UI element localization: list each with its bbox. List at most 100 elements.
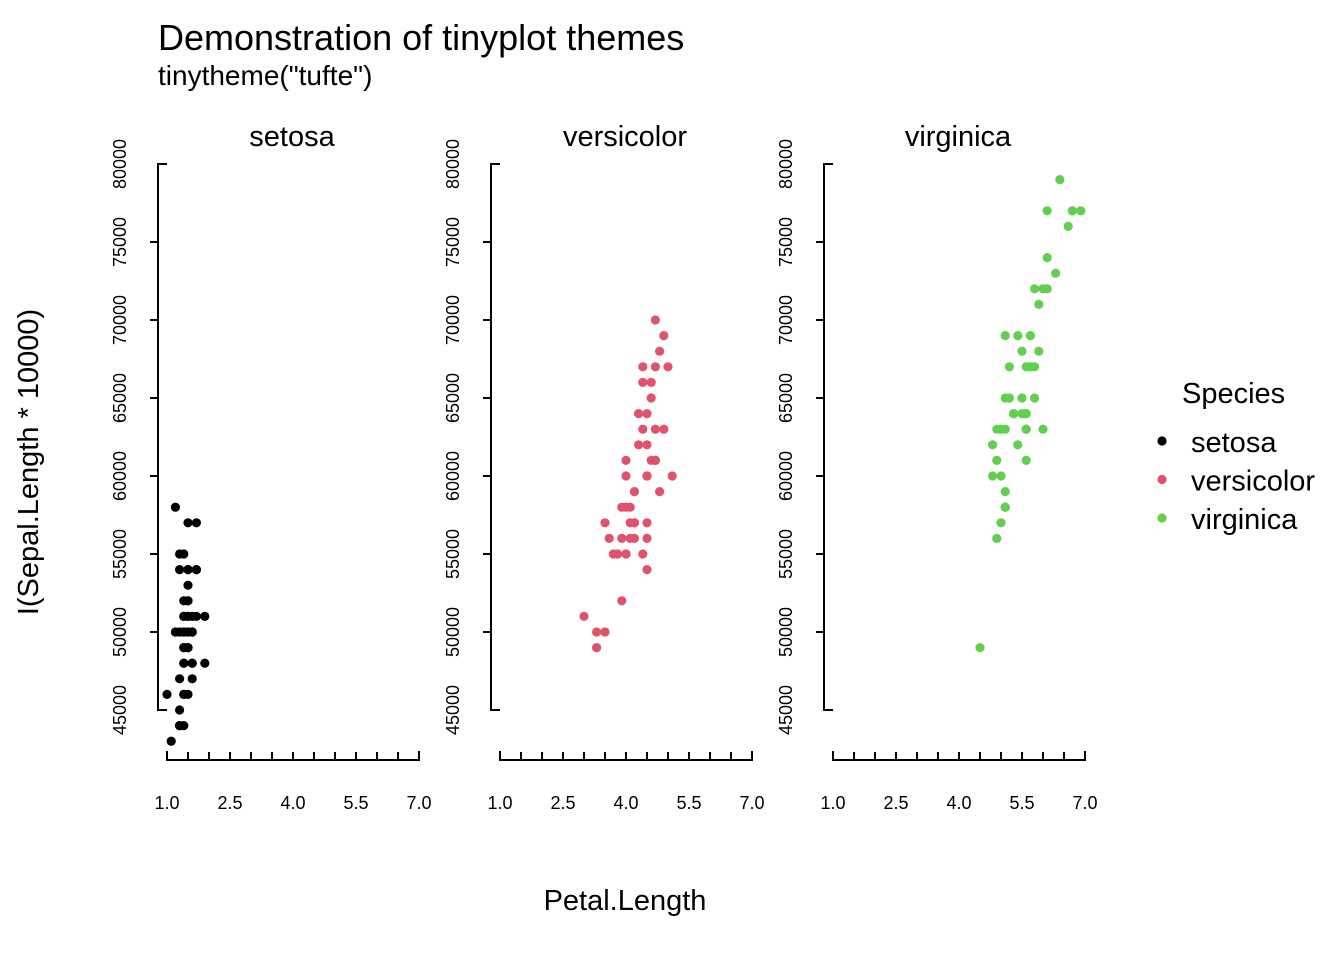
y-tick-label: 65000 (443, 373, 463, 423)
y-tick-label: 75000 (443, 217, 463, 267)
data-point-setosa (162, 689, 172, 700)
x-tick-label: 2.5 (550, 793, 575, 813)
data-point-versicolor (667, 471, 677, 481)
data-point-setosa (179, 643, 189, 653)
data-point-virginica (1000, 502, 1010, 512)
data-point-virginica (1067, 206, 1077, 216)
data-point-virginica (1063, 221, 1073, 231)
chart-title: Demonstration of tinyplot themes (158, 17, 684, 58)
y-tick-label: 80000 (776, 139, 796, 189)
data-point-versicolor (592, 643, 602, 653)
data-point-virginica (992, 533, 1002, 544)
data-point-versicolor (655, 346, 665, 356)
x-tick-label: 7.0 (1072, 793, 1097, 813)
legend-label-virginica: virginica (1191, 504, 1298, 536)
data-point-setosa (200, 658, 210, 668)
data-point-virginica (996, 518, 1006, 528)
y-tick-label: 60000 (110, 451, 130, 501)
data-point-versicolor (655, 487, 665, 497)
data-point-versicolor (621, 455, 631, 465)
data-point-versicolor (663, 362, 673, 372)
data-point-setosa (166, 736, 176, 746)
data-point-setosa (170, 502, 180, 512)
data-point-setosa (187, 674, 197, 684)
data-point-versicolor (621, 549, 631, 559)
x-tick-label: 1.0 (154, 793, 179, 813)
x-tick-label: 7.0 (739, 793, 764, 813)
legend-label-setosa: setosa (1191, 427, 1277, 459)
data-point-setosa (175, 674, 185, 684)
data-point-virginica (1042, 253, 1052, 263)
x-tick-label: 2.5 (217, 793, 242, 813)
data-point-versicolor (592, 627, 602, 637)
x-tick-label: 5.5 (343, 793, 368, 813)
data-point-virginica (988, 440, 998, 450)
data-point-versicolor (629, 487, 640, 497)
data-point-virginica (1004, 393, 1015, 403)
data-point-versicolor (638, 362, 648, 372)
data-point-versicolor (642, 518, 652, 528)
data-point-virginica (1017, 409, 1027, 419)
x-tick-label: 5.5 (1009, 793, 1034, 813)
data-point-virginica (1055, 175, 1065, 185)
data-point-versicolor (634, 409, 644, 419)
y-tick-label: 45000 (776, 685, 796, 735)
data-point-versicolor (608, 549, 619, 559)
legend-marker-setosa (1157, 436, 1167, 446)
data-point-virginica (1038, 424, 1048, 434)
data-point-versicolor (604, 533, 614, 544)
legend-label-versicolor: versicolor (1191, 466, 1315, 498)
x-tick-label: 5.5 (676, 793, 701, 813)
data-point-versicolor (621, 471, 631, 481)
y-tick-label: 70000 (776, 295, 796, 345)
data-point-virginica (1025, 362, 1035, 372)
data-point-versicolor (659, 331, 669, 341)
y-tick-label: 75000 (110, 217, 130, 267)
facet-title-setosa: setosa (249, 121, 335, 153)
y-tick-label: 50000 (776, 607, 796, 657)
legend-marker-versicolor (1157, 474, 1167, 485)
data-point-versicolor (638, 377, 648, 387)
data-point-versicolor (638, 424, 648, 434)
x-tick-label: 4.0 (613, 793, 638, 813)
data-point-setosa (179, 689, 189, 700)
data-point-versicolor (617, 596, 627, 606)
data-point-virginica (1013, 440, 1023, 450)
data-point-versicolor (642, 409, 652, 419)
panel-versicolor: versicolor 45000 50000 55000 60000 65000 70000… (443, 121, 765, 813)
data-point-virginica (1051, 268, 1061, 278)
data-point-setosa (191, 565, 201, 575)
y-tick-label: 50000 (443, 607, 463, 657)
chart-subtitle: tinytheme("tufte") (158, 60, 372, 91)
legend: Species setosa versicolor virginica (1157, 378, 1315, 536)
facet-title-virginica: virginica (905, 121, 1012, 153)
y-axis-line (823, 163, 833, 711)
data-point-setosa (179, 627, 189, 637)
data-point-versicolor (659, 424, 669, 434)
data-point-virginica (1030, 393, 1040, 403)
data-point-versicolor (650, 362, 661, 372)
y-tick-label: 45000 (443, 685, 463, 735)
data-point-versicolor (600, 627, 610, 637)
data-point-versicolor (646, 393, 656, 403)
x-tick-label: 2.5 (883, 793, 908, 813)
data-point-setosa (183, 518, 193, 528)
data-point-versicolor (579, 611, 589, 622)
data-point-virginica (1000, 487, 1010, 497)
data-point-versicolor (646, 377, 656, 387)
data-point-virginica (992, 455, 1002, 465)
data-point-virginica (975, 643, 985, 653)
data-point-versicolor (642, 533, 652, 544)
facet-title-versicolor: versicolor (563, 121, 687, 153)
facet-panels: setosa 45000 50000 55000 60000 65000 70000 7500… (110, 121, 1098, 813)
data-point-versicolor (625, 518, 635, 528)
data-point-virginica (1021, 424, 1031, 434)
data-point-virginica (1004, 362, 1015, 372)
x-axis-label: Petal.Length (544, 885, 707, 917)
data-point-setosa (183, 580, 193, 590)
data-point-versicolor (650, 424, 661, 434)
data-point-setosa (200, 611, 210, 622)
panel-setosa: setosa 45000 50000 55000 60000 65000 70000 7500… (110, 121, 432, 813)
data-point-virginica (1038, 284, 1048, 294)
